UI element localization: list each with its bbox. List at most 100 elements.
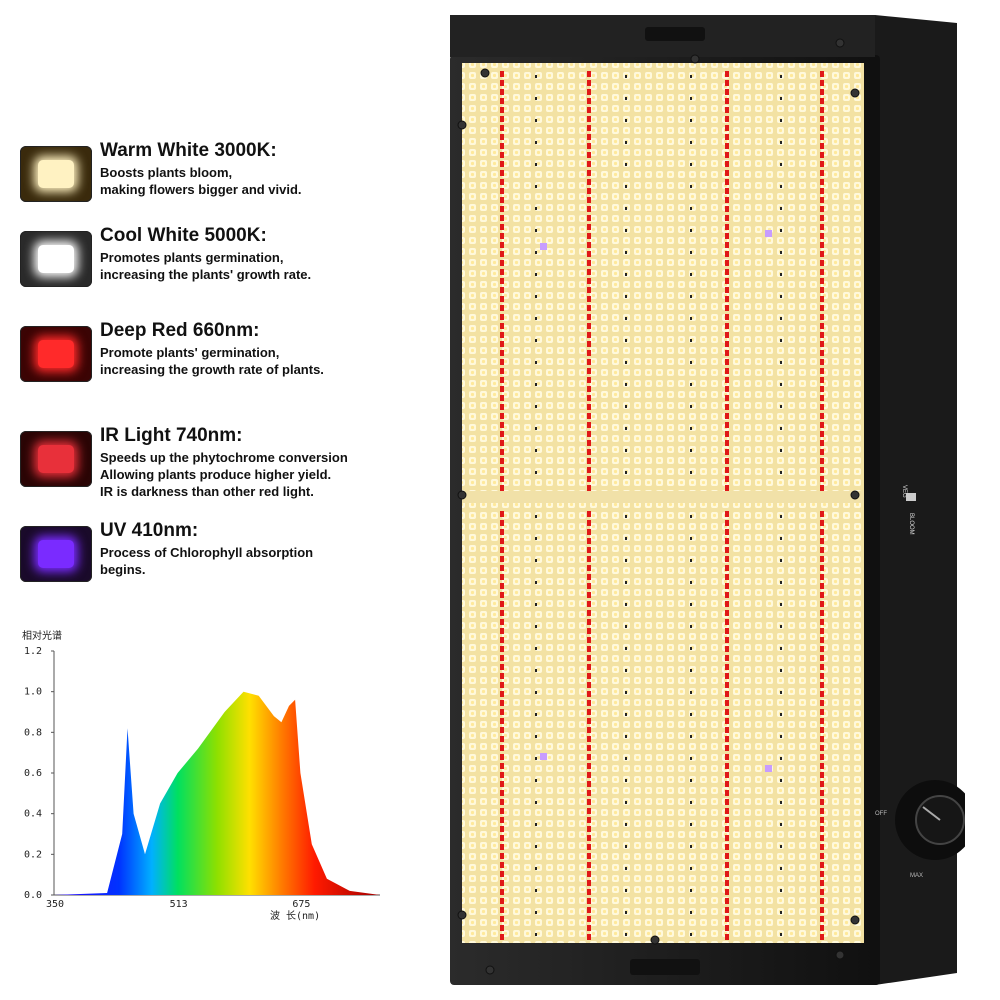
red-led	[587, 233, 591, 239]
red-led	[820, 700, 824, 706]
red-led	[500, 89, 504, 95]
red-led	[587, 583, 591, 589]
red-led	[820, 143, 824, 149]
red-led	[725, 188, 729, 194]
red-led	[725, 224, 729, 230]
red-led	[500, 197, 504, 203]
red-led	[587, 754, 591, 760]
red-led	[725, 422, 729, 428]
ir-led	[690, 515, 692, 518]
red-led	[820, 170, 824, 176]
red-led	[725, 574, 729, 580]
red-led	[587, 934, 591, 940]
red-led	[820, 754, 824, 760]
ir-led	[780, 735, 782, 738]
y-tick-label: 0.8	[24, 727, 42, 738]
red-led	[500, 251, 504, 257]
red-led	[725, 332, 729, 338]
y-tick-label: 1.0	[24, 687, 42, 698]
ir-led	[690, 207, 692, 210]
red-led	[587, 485, 591, 491]
red-led	[820, 179, 824, 185]
ir-led	[690, 163, 692, 166]
ir-led	[690, 383, 692, 386]
veg-bloom-switch[interactable]	[906, 493, 916, 501]
red-led	[820, 368, 824, 374]
red-led	[725, 754, 729, 760]
red-led	[820, 547, 824, 553]
y-tick-label: 0.6	[24, 768, 42, 779]
ir-led	[690, 669, 692, 672]
red-led	[587, 664, 591, 670]
red-led	[500, 269, 504, 275]
red-led	[500, 907, 504, 913]
red-led	[820, 296, 824, 302]
red-led	[587, 161, 591, 167]
red-led	[725, 296, 729, 302]
ir-led	[625, 823, 627, 826]
red-led	[587, 350, 591, 356]
red-led	[500, 718, 504, 724]
red-led	[587, 386, 591, 392]
x-tick-label: 675	[292, 899, 310, 910]
red-led	[820, 718, 824, 724]
ir-led	[780, 471, 782, 474]
red-led	[820, 592, 824, 598]
ir-led	[535, 669, 537, 672]
red-led	[500, 224, 504, 230]
red-led	[820, 574, 824, 580]
screw-icon	[835, 950, 845, 960]
ir-led	[625, 735, 627, 738]
ir-led	[535, 801, 537, 804]
ir-led	[690, 537, 692, 540]
red-led	[725, 458, 729, 464]
red-led	[820, 889, 824, 895]
ir-led	[625, 889, 627, 892]
red-led	[725, 107, 729, 113]
red-led	[500, 754, 504, 760]
red-led	[500, 98, 504, 104]
red-led	[725, 565, 729, 571]
uv-led	[540, 243, 547, 250]
ir-led	[535, 625, 537, 628]
red-led	[725, 71, 729, 77]
red-led	[820, 224, 824, 230]
red-led	[587, 907, 591, 913]
ir-led	[780, 141, 782, 144]
red-led	[500, 808, 504, 814]
red-led	[500, 332, 504, 338]
red-led	[725, 467, 729, 473]
red-led	[587, 242, 591, 248]
red-led	[725, 287, 729, 293]
red-led	[820, 386, 824, 392]
red-led	[820, 907, 824, 913]
red-led	[500, 538, 504, 544]
red-led	[725, 260, 729, 266]
red-led	[587, 637, 591, 643]
ir-led	[535, 97, 537, 100]
red-led	[820, 862, 824, 868]
red-led	[587, 98, 591, 104]
red-led	[820, 727, 824, 733]
red-led	[587, 305, 591, 311]
red-led	[820, 601, 824, 607]
red-led	[820, 628, 824, 634]
screw-icon	[457, 120, 467, 130]
ir-led	[690, 735, 692, 738]
red-led	[500, 206, 504, 212]
ir-led	[780, 185, 782, 188]
ir-led	[535, 141, 537, 144]
red-led	[587, 889, 591, 895]
ir-led	[690, 845, 692, 848]
red-led	[500, 305, 504, 311]
ir-led	[535, 581, 537, 584]
red-led	[500, 889, 504, 895]
red-led	[587, 287, 591, 293]
ir-led	[535, 75, 537, 78]
red-led	[820, 934, 824, 940]
ir-led	[780, 537, 782, 540]
red-led	[500, 511, 504, 517]
red-led	[500, 377, 504, 383]
red-led	[820, 772, 824, 778]
red-led	[820, 817, 824, 823]
